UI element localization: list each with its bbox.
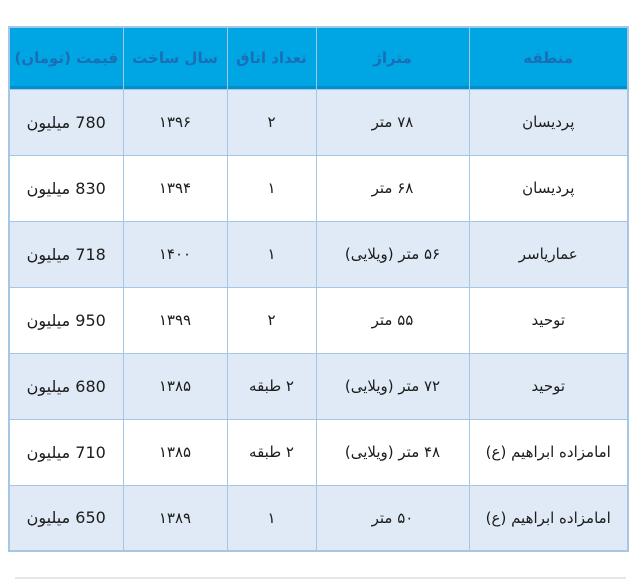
cell-year: ۱۴۰۰: [122, 220, 228, 288]
real-estate-table: منطقه متراژ تعداد اتاق سال ساخت قیمت (تو…: [8, 26, 629, 552]
column-header-region: منطقه: [468, 26, 629, 90]
table-body: پردیسان ۷۸ متر ۲ ۱۳۹۶ 780 میلیون پردیسان…: [8, 88, 629, 552]
cell-price: 718 میلیون: [8, 220, 124, 288]
cell-area: ۴۸ متر (ویلایی): [315, 418, 470, 486]
cell-region: امامزاده ابراهیم (ع): [468, 484, 629, 552]
cell-price: 650 میلیون: [8, 484, 124, 552]
cell-area: ۵۰ متر: [315, 484, 470, 552]
column-header-rooms: تعداد اتاق: [226, 26, 317, 90]
cell-price: 950 میلیون: [8, 286, 124, 354]
cell-area: ۶۸ متر: [315, 154, 470, 222]
cell-rooms: ۲: [226, 88, 317, 156]
cell-year: ۱۳۹۶: [122, 88, 228, 156]
table-row: پردیسان ۶۸ متر ۱ ۱۳۹۴ 830 میلیون: [8, 154, 629, 222]
cell-year: ۱۳۸۵: [122, 418, 228, 486]
table-row: توحید ۵۵ متر ۲ ۱۳۹۹ 950 میلیون: [8, 286, 629, 354]
cell-price: 710 میلیون: [8, 418, 124, 486]
table-row: پردیسان ۷۸ متر ۲ ۱۳۹۶ 780 میلیون: [8, 88, 629, 156]
cell-rooms: ۱: [226, 220, 317, 288]
table-row: توحید ۷۲ متر (ویلایی) ۲ طبقه ۱۳۸۵ 680 می…: [8, 352, 629, 420]
column-header-area: متراژ: [315, 26, 470, 90]
header-row: منطقه متراژ تعداد اتاق سال ساخت قیمت (تو…: [8, 26, 629, 90]
cell-year: ۱۳۸۵: [122, 352, 228, 420]
cell-area: ۵۵ متر: [315, 286, 470, 354]
cell-rooms: ۲ طبقه: [226, 352, 317, 420]
table-row: امامزاده ابراهیم (ع) ۴۸ متر (ویلایی) ۲ ط…: [8, 418, 629, 486]
cell-region: امامزاده ابراهیم (ع): [468, 418, 629, 486]
cell-rooms: ۱: [226, 154, 317, 222]
cell-area: ۵۶ متر (ویلایی): [315, 220, 470, 288]
cell-price: 780 میلیون: [8, 88, 124, 156]
table-row: امامزاده ابراهیم (ع) ۵۰ متر ۱ ۱۳۸۹ 650 م…: [8, 484, 629, 552]
cell-price: 680 میلیون: [8, 352, 124, 420]
cell-area: ۷۸ متر: [315, 88, 470, 156]
column-header-year: سال ساخت: [122, 26, 228, 90]
cell-region: توحید: [468, 286, 629, 354]
cell-region: عماریاسر: [468, 220, 629, 288]
cell-region: پردیسان: [468, 88, 629, 156]
cell-rooms: ۲ طبقه: [226, 418, 317, 486]
cell-region: پردیسان: [468, 154, 629, 222]
cell-rooms: ۲: [226, 286, 317, 354]
table-header: منطقه متراژ تعداد اتاق سال ساخت قیمت (تو…: [8, 26, 629, 90]
bottom-shadow-line: [15, 577, 626, 579]
cell-area: ۷۲ متر (ویلایی): [315, 352, 470, 420]
cell-year: ۱۳۹۴: [122, 154, 228, 222]
cell-price: 830 میلیون: [8, 154, 124, 222]
cell-region: توحید: [468, 352, 629, 420]
table-row: عماریاسر ۵۶ متر (ویلایی) ۱ ۱۴۰۰ 718 میلی…: [8, 220, 629, 288]
column-header-price: قیمت (تومان): [8, 26, 124, 90]
cell-rooms: ۱: [226, 484, 317, 552]
cell-year: ۱۳۹۹: [122, 286, 228, 354]
cell-year: ۱۳۸۹: [122, 484, 228, 552]
